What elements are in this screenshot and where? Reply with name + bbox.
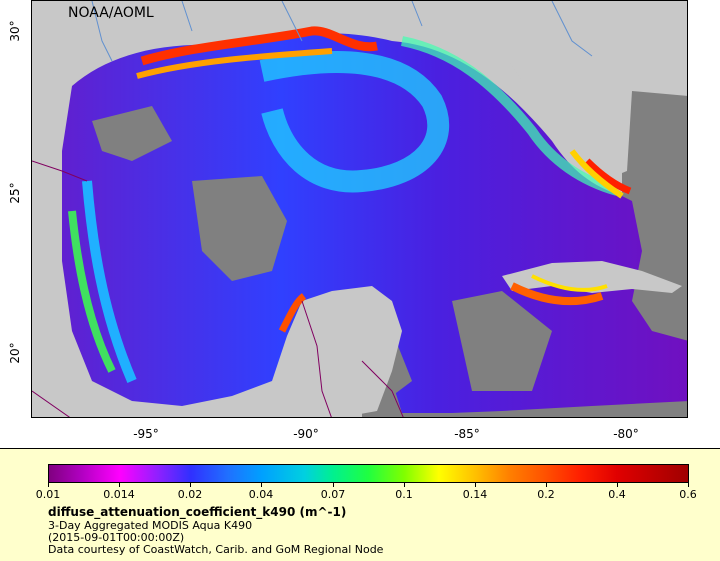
legend-panel: 0.01 0.014 0.02 0.04 0.07 0.1 0.14 0.2 0… <box>0 448 720 561</box>
colorbar-tickmark <box>617 482 618 487</box>
map-panel[interactable]: NOAA/AOML <box>31 0 688 418</box>
colorbar <box>48 464 689 483</box>
colorbar-tickmark <box>475 482 476 487</box>
colorbar-tickmark <box>333 482 334 487</box>
colorbar-tick: 0.2 <box>537 488 555 501</box>
gulf-of-mexico-k490-map <box>32 1 687 417</box>
colorbar-tick: 0.07 <box>320 488 346 501</box>
lon-tick-90: -90° <box>293 427 319 441</box>
colorbar-tickmark <box>546 482 547 487</box>
lat-tick-30: 30° <box>8 20 22 42</box>
colorbar-tick: 0.014 <box>103 488 135 501</box>
dataset-title: 3-Day Aggregated MODIS Aqua K490 <box>48 519 253 532</box>
colorbar-tickmark <box>190 482 191 487</box>
colorbar-tick: 0.02 <box>177 488 203 501</box>
colorbar-tick: 0.4 <box>608 488 626 501</box>
time-stamp: (2015-09-01T00:00:00Z) <box>48 531 185 544</box>
lon-tick-80: -80° <box>613 427 639 441</box>
colorbar-tickmark <box>688 482 689 487</box>
cloud-gap <box>192 176 287 281</box>
colorbar-tickmark <box>119 482 120 487</box>
colorbar-tick: 0.1 <box>395 488 413 501</box>
colorbar-tick: 0.14 <box>462 488 488 501</box>
colorbar-tick: 0.01 <box>35 488 61 501</box>
map-credit: NOAA/AOML <box>68 5 154 21</box>
lon-tick-85: -85° <box>454 427 480 441</box>
yucatan-land <box>282 286 402 417</box>
colorbar-tickmark <box>404 482 405 487</box>
lon-tick-95: -95° <box>133 427 159 441</box>
colorbar-tickmark <box>261 482 262 487</box>
lat-tick-25: 25° <box>8 182 22 204</box>
variable-name: diffuse_attenuation_coefficient_k490 (m^… <box>48 505 347 519</box>
cuba-land <box>502 261 682 293</box>
data-courtesy: Data courtesy of CoastWatch, Carib. and … <box>48 543 384 556</box>
colorbar-tick: 0.04 <box>248 488 274 501</box>
colorbar-tickmark <box>48 482 49 487</box>
lat-tick-20: 20° <box>8 342 22 364</box>
colorbar-tick: 0.6 <box>679 488 697 501</box>
florida-land <box>502 1 687 181</box>
